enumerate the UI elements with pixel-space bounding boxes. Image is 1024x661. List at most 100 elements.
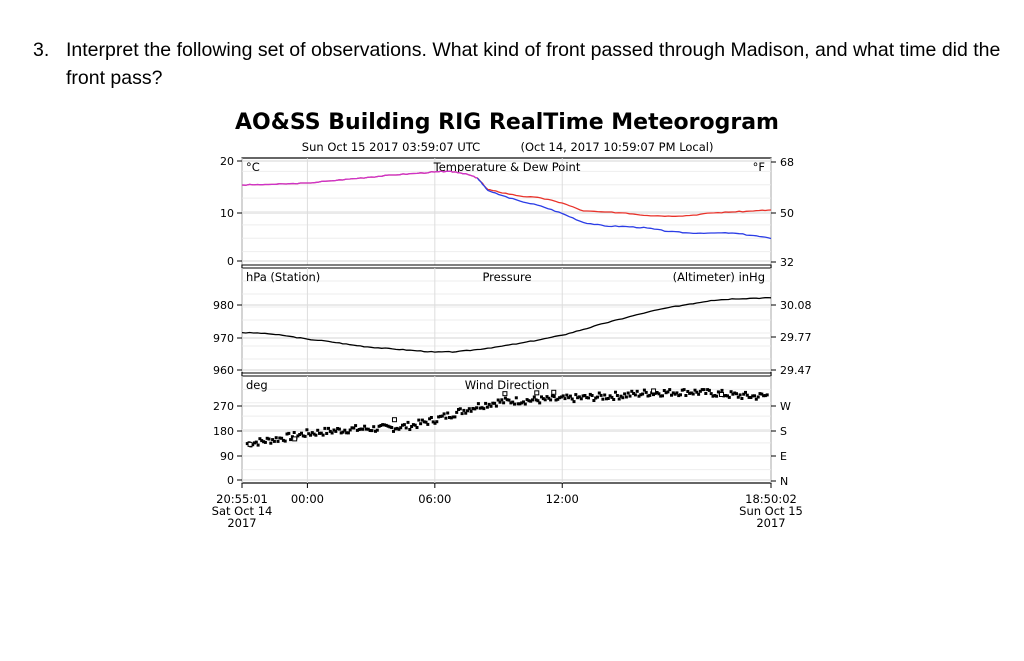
wind-direction-point [491, 401, 495, 405]
wind-direction-point [747, 395, 751, 399]
question-number: 3. [33, 39, 50, 61]
wind-direction-point [502, 401, 506, 405]
wind-direction-point [547, 396, 551, 400]
wind-direction-point [392, 429, 395, 433]
wind-direction-point [415, 426, 419, 429]
wind-direction-point [377, 424, 381, 428]
wind-direction-point [583, 394, 587, 397]
wind-direction-point [516, 402, 520, 406]
wind-direction-point [449, 416, 453, 420]
wind-direction-point [628, 394, 632, 398]
wind-direction-point [336, 427, 340, 430]
wind-direction-point [245, 442, 249, 446]
wind-direction-point [446, 411, 450, 415]
wind-direction-point [536, 399, 540, 403]
left-tick-label: 0 [227, 474, 234, 487]
wind-direction-point [610, 395, 614, 399]
wind-direction-point [383, 423, 386, 427]
wind-direction-point [354, 424, 358, 428]
wind-direction-point [451, 415, 455, 419]
wind-direction-point [370, 429, 374, 433]
wind-direction-point [527, 399, 531, 403]
wind-direction-point [744, 390, 747, 394]
wind-direction-point [312, 432, 316, 436]
wind-direction-point [587, 396, 590, 400]
wind-direction-point [597, 391, 601, 395]
wind-direction-point [374, 429, 377, 433]
wind-direction-point [614, 390, 617, 394]
wind-direction-point [579, 397, 583, 401]
wind-direction-point [417, 418, 421, 422]
wind-direction-point [763, 394, 767, 398]
wind-direction-point [435, 420, 439, 424]
wind-direction-point [395, 426, 399, 430]
wind-direction-point [554, 398, 558, 402]
wind-direction-point [682, 388, 686, 392]
wind-direction-point [550, 394, 554, 398]
wind-direction-point [332, 428, 336, 432]
wind-direction-point [388, 425, 392, 429]
wind-direction-point [439, 414, 442, 418]
wind-direction-point [648, 393, 652, 397]
wind-direction-point [565, 393, 569, 397]
left-tick-label: 270 [213, 400, 234, 413]
wind-direction-point [505, 398, 509, 402]
wind-direction-outlier [502, 391, 508, 397]
x-tick-label: 12:00 [546, 492, 579, 506]
wind-direction-point [585, 396, 589, 400]
wind-direction-point [420, 418, 424, 422]
panel-left-unit: deg [246, 378, 268, 392]
wind-direction-point [644, 390, 648, 394]
wind-direction-point [540, 395, 543, 399]
wind-direction-point [437, 415, 441, 419]
wind-direction-point [258, 437, 262, 441]
wind-direction-point [724, 394, 728, 397]
wind-direction-point [355, 428, 359, 432]
wind-direction-point [375, 428, 379, 432]
wind-direction-point [576, 396, 580, 400]
wind-direction-point [301, 434, 305, 438]
wind-direction-point [402, 423, 406, 427]
wind-direction-point [493, 401, 497, 405]
wind-direction-point [684, 394, 688, 397]
x-tick-label: Sat Oct 14 [212, 504, 273, 518]
dew-point-line [476, 177, 772, 240]
panel-right-unit: (Altimeter) inHg [673, 270, 765, 284]
wind-direction-point [619, 394, 623, 398]
wind-direction-point [289, 438, 293, 442]
wind-direction-point [478, 406, 482, 410]
wind-direction-point [300, 431, 303, 435]
wind-direction-point [401, 423, 404, 427]
wind-direction-point [603, 393, 607, 397]
left-tick-label: 10 [220, 207, 234, 220]
wind-direction-outlier [719, 391, 725, 397]
wind-direction-point [513, 402, 516, 406]
wind-direction-point [559, 395, 563, 399]
wind-direction-point [762, 394, 766, 398]
wind-direction-point [274, 436, 278, 440]
wind-direction-point [715, 394, 719, 398]
wind-direction-point [621, 396, 625, 400]
chart-title: AO&SS Building RIG RealTime Meteorogram [235, 110, 779, 135]
wind-direction-point [341, 430, 345, 434]
wind-direction-point [509, 401, 513, 405]
wind-direction-point [372, 425, 376, 429]
wind-direction-outlier [551, 389, 557, 395]
wind-direction-point [688, 391, 692, 395]
wind-direction-point [469, 409, 473, 413]
wind-direction-point [256, 443, 260, 447]
right-tick-label: E [780, 450, 787, 463]
panel-separator [241, 372, 772, 377]
wind-direction-point [568, 394, 572, 398]
wind-direction-point [496, 398, 500, 402]
wind-direction-point [577, 395, 581, 399]
wind-direction-point [758, 392, 762, 396]
right-tick-label: W [780, 400, 791, 413]
wind-direction-outlier [292, 436, 298, 442]
wind-direction-point [570, 397, 574, 401]
wind-direction-point [599, 393, 603, 397]
wind-direction-point [471, 407, 475, 410]
wind-direction-point [520, 401, 524, 405]
wind-direction-point [574, 393, 578, 397]
